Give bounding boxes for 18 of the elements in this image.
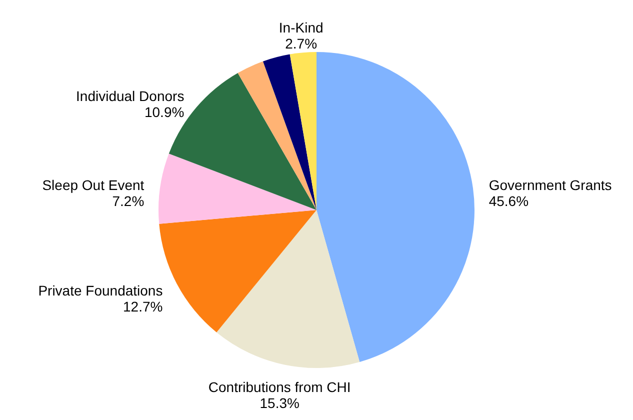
slice-label: Government Grants xyxy=(488,177,612,194)
pie-slice xyxy=(290,52,316,210)
slice-label: Sleep Out Event xyxy=(42,177,144,194)
slice-label: Individual Donors xyxy=(76,88,184,104)
pie-slice xyxy=(158,154,316,224)
slice-label: In-Kind xyxy=(278,20,324,36)
pie-slice xyxy=(316,52,474,362)
data-label: 12.7% xyxy=(123,298,163,314)
data-label: 7.2% xyxy=(112,193,144,210)
data-label: 2.7% xyxy=(285,36,318,52)
pie-slice xyxy=(216,210,360,368)
pie-slice xyxy=(262,54,316,210)
pie-slice xyxy=(238,61,316,210)
slice-label: Contributions from CHI xyxy=(208,379,351,396)
data-label: 15.3% xyxy=(260,395,300,412)
slice-label: Private Foundations xyxy=(38,282,163,298)
data-label: 45.6% xyxy=(488,193,529,210)
data-label: 10.9% xyxy=(144,104,184,120)
